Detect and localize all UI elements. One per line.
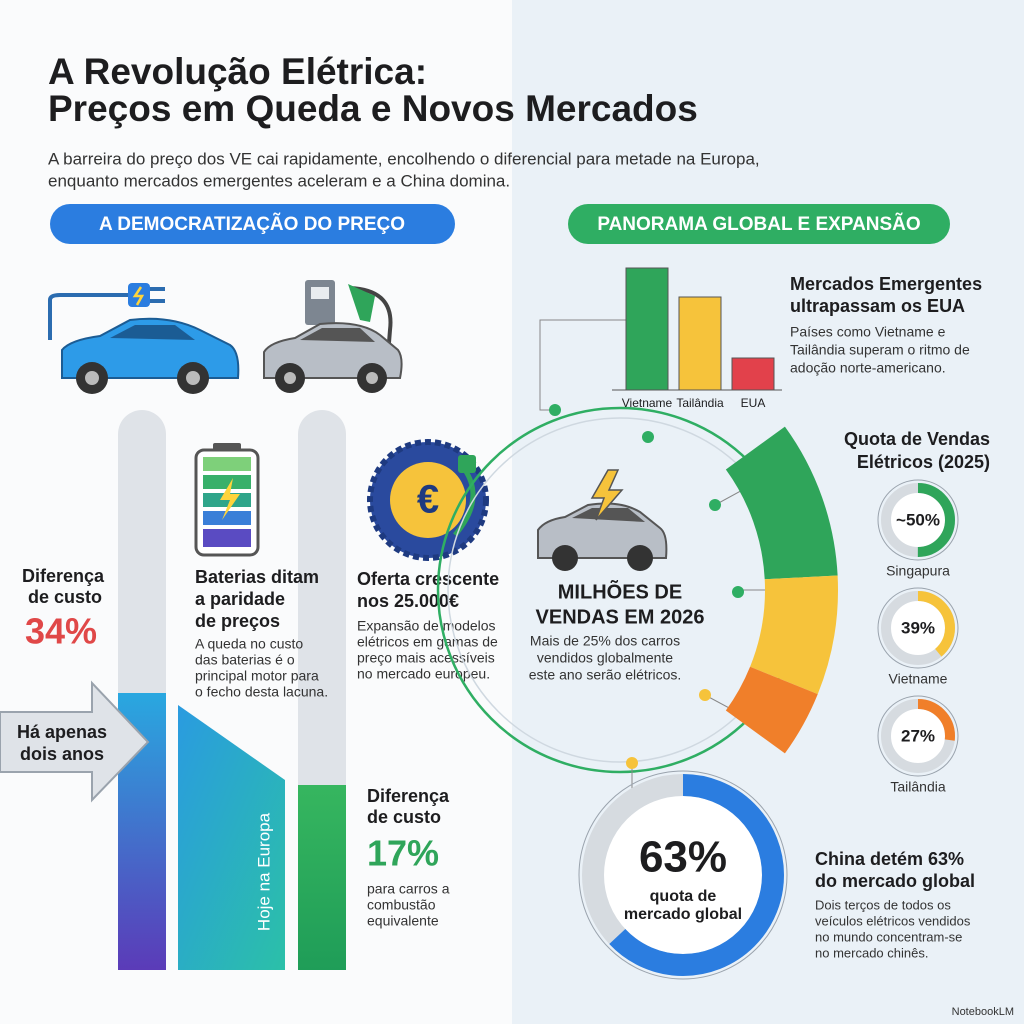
gap-figure: 17% [367, 833, 439, 874]
donut-outline [877, 587, 959, 669]
brand: NotebookLM [952, 1006, 1014, 1018]
section-heading: A DEMOCRATIZAÇÃO DO PREÇO [99, 213, 405, 235]
title: Preços em Queda e Novos Mercados [48, 88, 698, 129]
battery-icon [194, 443, 260, 557]
china-figure: 63% [639, 833, 727, 882]
emerging-title: Mercados Emergentes [790, 274, 982, 294]
china-text: veículos elétricos vendidos [815, 913, 971, 928]
donut-country: Vietname [889, 671, 948, 687]
battery-title: de preços [195, 611, 280, 631]
svg-text:€: € [417, 478, 439, 522]
arc-segment [725, 426, 838, 580]
emerging-chart: Vietname Tailândia EUA [612, 267, 782, 410]
section-pill [568, 204, 950, 244]
sales-title: VENDAS EM 2026 [536, 606, 705, 628]
center-car-icon [537, 469, 668, 571]
donut-label: 27% [901, 726, 935, 745]
emerging-text: Tailândia superam o ritmo de [790, 342, 970, 358]
gap-title: de custo [28, 587, 102, 607]
quota-title: Elétricos (2025) [857, 452, 990, 472]
gap-text: equivalente [367, 913, 439, 929]
today-label: Hoje na Europa [254, 812, 273, 931]
china-donut [578, 770, 788, 980]
cost-tube-fill [298, 785, 346, 970]
donut-arc [582, 774, 784, 976]
battery-title: a paridade [195, 589, 285, 609]
emerging-title: ultrapassam os EUA [790, 296, 965, 316]
donut-outline [877, 479, 959, 561]
share-arc [725, 426, 839, 754]
bar [625, 267, 669, 391]
offer-text: Expansão de modelos [357, 618, 496, 634]
offer-title: nos 25.000€ [357, 591, 459, 611]
ev-car-icon [48, 283, 240, 394]
subtitle: A barreira do preço dos VE cai rapidamen… [48, 149, 760, 168]
battery-text: A queda no custo [195, 636, 303, 652]
battery-text: principal motor para [195, 668, 319, 684]
offer-title: Oferta crescente [357, 569, 499, 589]
sales-text: este ano serão elétricos. [529, 667, 682, 683]
china-title: do mercado global [815, 871, 975, 891]
bar-label: Tailândia [676, 396, 724, 410]
gap-title: de custo [367, 807, 441, 827]
china-text: no mercado chinês. [815, 945, 928, 960]
battery-text: das baterias é o [195, 652, 295, 668]
donut-arc [881, 591, 955, 665]
sales-title: MILHÕES DE [558, 579, 682, 603]
battery-text: o fecho desta lacuna. [195, 684, 328, 700]
offer-text: elétricos em gamas de [357, 634, 498, 650]
arrow-label: dois anos [20, 744, 104, 764]
china-title: China detém 63% [815, 849, 964, 869]
arrow-label: Há apenas [17, 722, 107, 742]
china-caption: quota de [650, 888, 717, 905]
donut-outline [877, 695, 959, 777]
gap-title: Diferença [22, 566, 105, 586]
offer-text: preço mais acessíveis [357, 650, 495, 666]
quota-donuts: ~50% Singapura 39% Vietname 27% Tailândia [877, 479, 959, 795]
gap-text: para carros a [367, 881, 450, 897]
subtitle: enquanto mercados emergentes aceleram e … [48, 171, 510, 190]
gap-text: combustão [367, 897, 436, 913]
arc-segment [750, 575, 839, 695]
section-pill [50, 204, 455, 244]
bar [678, 296, 722, 391]
gap-title: Diferença [367, 786, 450, 806]
emerging-text: adoção norte-americano. [790, 360, 946, 376]
gap-figure: 34% [25, 611, 97, 652]
china-caption: mercado global [624, 906, 742, 923]
section-heading: PANORAMA GLOBAL E EXPANSÃO [597, 213, 920, 235]
sales-text: Mais de 25% dos carros [530, 633, 680, 649]
emerging-text: Países como Vietname e [790, 324, 946, 340]
sales-text: vendidos globalmente [537, 650, 673, 666]
donut-label: 39% [901, 618, 935, 637]
bar-label: EUA [741, 396, 766, 410]
reduction-shape [178, 705, 285, 970]
donut-country: Tailândia [890, 779, 945, 795]
bar [731, 357, 775, 391]
arc-segment [725, 666, 818, 754]
donut-outline [578, 770, 788, 980]
donut-country: Singapura [886, 563, 950, 579]
battery-title: Baterias ditam [195, 567, 319, 587]
arrow [0, 680, 150, 803]
china-text: no mundo concentram-se [815, 929, 962, 944]
ice-car-icon [263, 280, 403, 393]
bar-label: Vietname [622, 396, 673, 410]
euro-badge-icon: € [367, 439, 489, 561]
quota-title: Quota de Vendas [844, 429, 990, 449]
title: A Revolução Elétrica: [48, 51, 427, 92]
donut-arc [881, 699, 955, 773]
donut-label: ~50% [896, 510, 940, 529]
donut-arc [881, 483, 955, 557]
china-text: Dois terços de todos os [815, 897, 951, 912]
